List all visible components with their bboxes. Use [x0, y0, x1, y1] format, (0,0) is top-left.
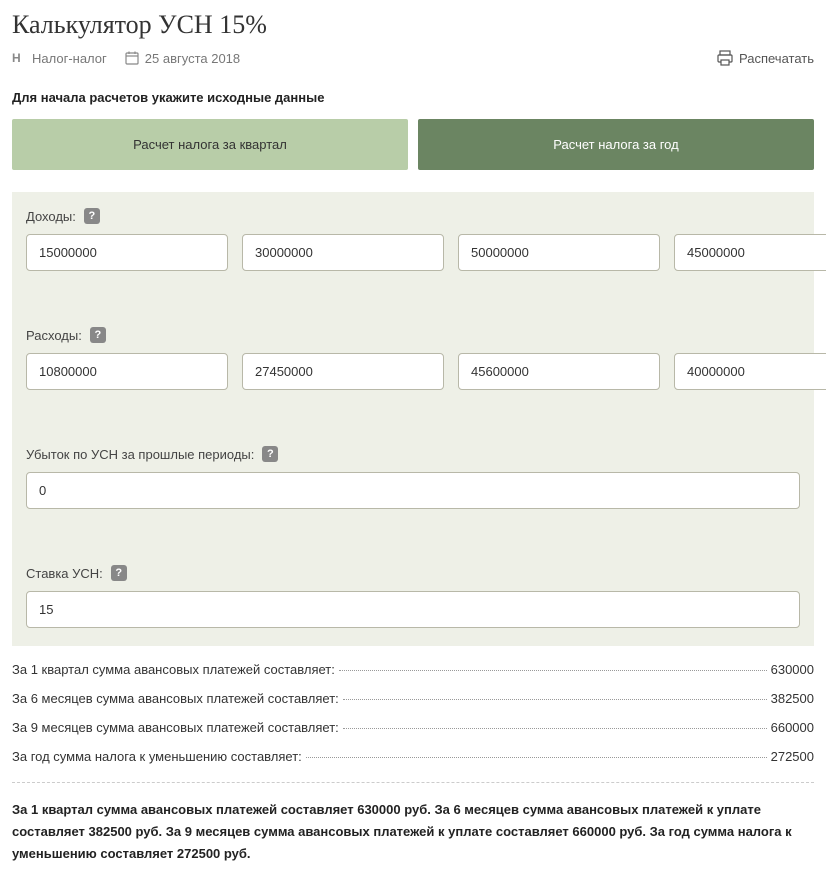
- print-label: Распечатать: [739, 51, 814, 66]
- income-input-q3[interactable]: [458, 234, 660, 271]
- expenses-input-q4[interactable]: [674, 353, 826, 390]
- source-meta: Н Налог-налог: [12, 51, 107, 66]
- expenses-input-q1[interactable]: [26, 353, 228, 390]
- print-button[interactable]: Распечатать: [717, 50, 814, 66]
- result-value: 272500: [771, 749, 814, 764]
- meta-row: Н Налог-налог 25 августа 2018 Распечатат…: [12, 50, 814, 66]
- result-row: За год сумма налога к уменьшению составл…: [12, 749, 814, 764]
- tabs: Расчет налога за квартал Расчет налога з…: [12, 119, 814, 170]
- summary-text: За 1 квартал сумма авансовых платежей со…: [12, 783, 814, 865]
- tab-year[interactable]: Расчет налога за год: [418, 119, 814, 170]
- result-value: 660000: [771, 720, 814, 735]
- income-label: Доходы:: [26, 209, 76, 224]
- rate-input[interactable]: [26, 591, 800, 628]
- help-icon[interactable]: ?: [111, 565, 127, 581]
- expenses-input-q2[interactable]: [242, 353, 444, 390]
- result-row: За 6 месяцев сумма авансовых платежей со…: [12, 691, 814, 706]
- loss-input[interactable]: [26, 472, 800, 509]
- result-dots: [306, 757, 767, 758]
- help-icon[interactable]: ?: [84, 208, 100, 224]
- result-dots: [343, 728, 767, 729]
- income-section: Доходы: ?: [12, 192, 814, 289]
- rate-section: Ставка УСН: ?: [12, 549, 814, 646]
- result-value: 382500: [771, 691, 814, 706]
- source-icon: Н: [12, 51, 26, 65]
- result-dots: [343, 699, 767, 700]
- help-icon[interactable]: ?: [262, 446, 278, 462]
- expenses-section: Расходы: ?: [12, 311, 814, 408]
- loss-label: Убыток по УСН за прошлые периоды:: [26, 447, 254, 462]
- income-input-q4[interactable]: [674, 234, 826, 271]
- results-section: За 1 квартал сумма авансовых платежей со…: [12, 646, 814, 783]
- date-meta: 25 августа 2018: [125, 51, 240, 66]
- result-row: За 1 квартал сумма авансовых платежей со…: [12, 662, 814, 677]
- tab-quarter[interactable]: Расчет налога за квартал: [12, 119, 408, 170]
- result-label: За 1 квартал сумма авансовых платежей со…: [12, 662, 335, 677]
- result-label: За 6 месяцев сумма авансовых платежей со…: [12, 691, 339, 706]
- date-label: 25 августа 2018: [145, 51, 240, 66]
- result-value: 630000: [771, 662, 814, 677]
- loss-section: Убыток по УСН за прошлые периоды: ?: [12, 430, 814, 527]
- instruction-text: Для начала расчетов укажите исходные дан…: [12, 90, 814, 105]
- source-label: Налог-налог: [32, 51, 107, 66]
- income-input-q2[interactable]: [242, 234, 444, 271]
- svg-text:Н: Н: [12, 51, 21, 65]
- print-icon: [717, 50, 733, 66]
- result-label: За год сумма налога к уменьшению составл…: [12, 749, 302, 764]
- expenses-input-q3[interactable]: [458, 353, 660, 390]
- page-title: Калькулятор УСН 15%: [12, 10, 814, 40]
- income-input-q1[interactable]: [26, 234, 228, 271]
- result-row: За 9 месяцев сумма авансовых платежей со…: [12, 720, 814, 735]
- rate-label: Ставка УСН:: [26, 566, 103, 581]
- help-icon[interactable]: ?: [90, 327, 106, 343]
- calendar-icon: [125, 51, 139, 65]
- result-label: За 9 месяцев сумма авансовых платежей со…: [12, 720, 339, 735]
- result-dots: [339, 670, 767, 671]
- expenses-label: Расходы:: [26, 328, 82, 343]
